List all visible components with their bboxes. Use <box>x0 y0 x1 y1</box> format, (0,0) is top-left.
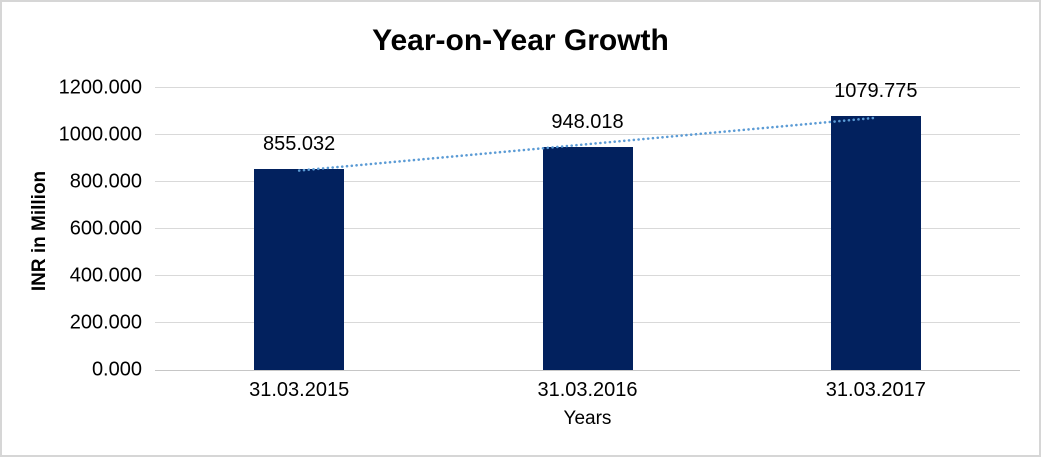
y-axis-labels: 0.000 200.000 400.000 600.000 800.000 1000.00… <box>2 77 142 381</box>
bar <box>254 169 345 370</box>
chart-title: Year-on-Year Growth <box>372 24 669 57</box>
bar-value-label: 1079.775 <box>834 80 918 103</box>
plot-area: 855.032 948.018 1079.775 <box>155 80 1020 371</box>
bar-value-label: 855.032 <box>263 133 336 156</box>
x-tick-label: 31.03.2017 <box>825 379 926 401</box>
gridline <box>155 134 1020 135</box>
y-tick-label: 400.000 <box>69 264 142 287</box>
y-tick-label: 1000.000 <box>58 123 142 146</box>
trendline <box>297 116 878 172</box>
y-tick-label: 0.000 <box>91 358 142 381</box>
y-tick-label: 600.000 <box>69 217 142 240</box>
x-axis-title: Years <box>563 408 612 429</box>
bar <box>542 147 633 370</box>
x-tick-label: 31.03.2016 <box>537 379 638 401</box>
bar <box>830 116 921 370</box>
bar-value-label: 948.018 <box>551 111 624 134</box>
y-tick-label: 1200.000 <box>58 76 142 99</box>
gridline <box>155 87 1020 88</box>
y-tick-label: 800.000 <box>69 170 142 193</box>
x-axis-labels: 31.03.2015 31.03.2016 31.03.2017 <box>155 379 1020 401</box>
x-tick-label: 31.03.2015 <box>249 379 350 401</box>
y-tick-label: 200.000 <box>69 311 142 334</box>
